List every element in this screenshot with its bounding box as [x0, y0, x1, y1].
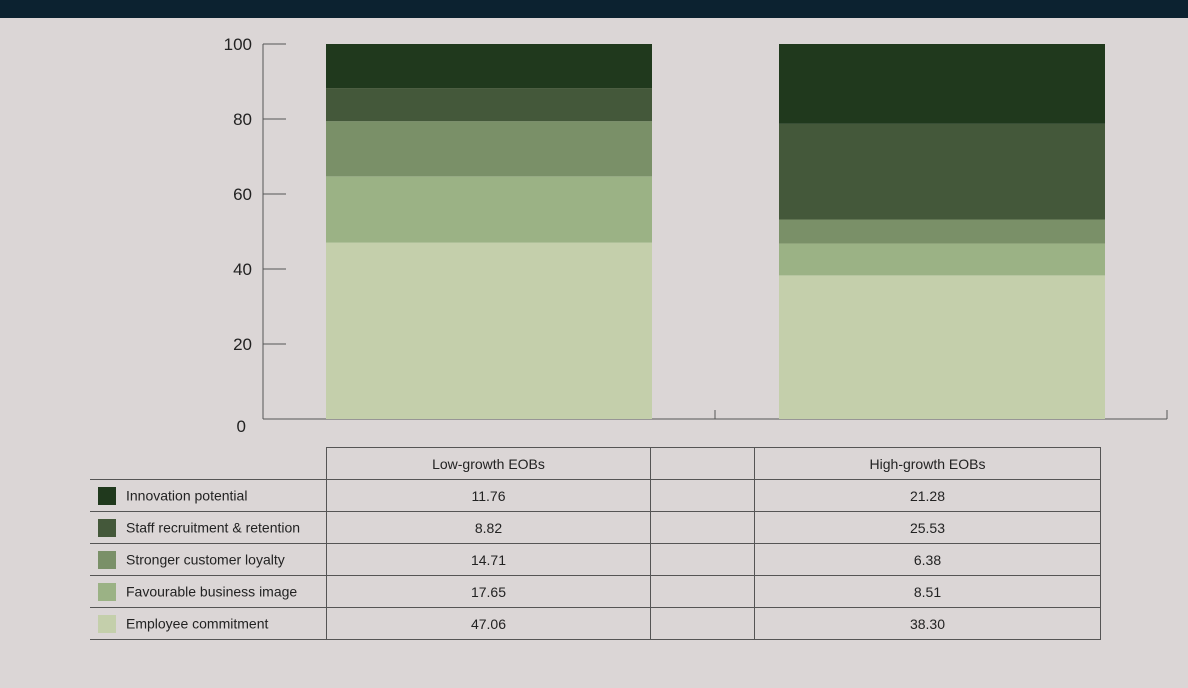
- bar-segment: [326, 242, 652, 419]
- y-tick-label: 80: [233, 110, 252, 129]
- cell-low-growth: 47.06: [326, 607, 651, 640]
- data-table: Low-growth EOBs High-growth EOBs Innovat…: [90, 447, 1101, 640]
- bar-segment: [326, 176, 652, 243]
- cell-low-growth: 11.76: [326, 479, 651, 512]
- row-label: Stronger customer loyalty: [90, 543, 327, 576]
- header-gap: [650, 447, 755, 480]
- stacked-bar-chart: 0 20 40 60 80 100: [224, 35, 1168, 436]
- y-tick-label: 0: [237, 417, 246, 436]
- cell-gap: [650, 511, 755, 544]
- cell-high-growth: 21.28: [754, 479, 1101, 512]
- legend-swatch: [98, 582, 116, 601]
- cell-high-growth: 38.30: [754, 607, 1101, 640]
- bars-layer: [326, 44, 1105, 419]
- legend-label: Favourable business image: [126, 583, 298, 600]
- cell-high-growth: 8.51: [754, 575, 1101, 608]
- table-header-row: Low-growth EOBs High-growth EOBs: [90, 447, 1101, 480]
- bar-segment: [326, 88, 652, 122]
- table-row: Employee commitment 47.06 38.30: [90, 607, 1101, 640]
- cell-gap: [650, 479, 755, 512]
- y-tick-label: 100: [224, 35, 252, 54]
- cell-low-growth: 14.71: [326, 543, 651, 576]
- legend-swatch: [98, 614, 116, 633]
- row-label: Employee commitment: [90, 607, 327, 640]
- bar-segment: [326, 121, 652, 177]
- cell-gap: [650, 607, 755, 640]
- row-label: Favourable business image: [90, 575, 327, 608]
- bar-segment: [326, 44, 652, 89]
- bar-segment: [779, 44, 1105, 124]
- cell-gap: [650, 543, 755, 576]
- legend-label: Innovation potential: [126, 487, 248, 504]
- table-row: Innovation potential 11.76 21.28: [90, 479, 1101, 512]
- row-label: Staff recruitment & retention: [90, 511, 327, 544]
- legend-label: Staff recruitment & retention: [126, 519, 301, 536]
- header-high-growth: High-growth EOBs: [754, 447, 1101, 480]
- cell-low-growth: 17.65: [326, 575, 651, 608]
- cell-high-growth: 25.53: [754, 511, 1101, 544]
- header-low-growth: Low-growth EOBs: [326, 447, 651, 480]
- legend-swatch: [98, 550, 116, 569]
- bar-segment: [779, 243, 1105, 276]
- table-corner: [90, 447, 327, 480]
- legend-swatch: [98, 486, 116, 505]
- bar-segment: [779, 123, 1105, 220]
- y-tick-label: 20: [233, 335, 252, 354]
- cell-low-growth: 8.82: [326, 511, 651, 544]
- header-bar: [0, 0, 1188, 18]
- legend-swatch: [98, 518, 116, 537]
- row-label: Innovation potential: [90, 479, 327, 512]
- axis-layer: 0 20 40 60 80 100: [224, 35, 1168, 436]
- table-row: Staff recruitment & retention 8.82 25.53: [90, 511, 1101, 544]
- legend-label: Employee commitment: [126, 615, 269, 632]
- cell-high-growth: 6.38: [754, 543, 1101, 576]
- bar-segment: [779, 219, 1105, 244]
- table-row: Favourable business image 17.65 8.51: [90, 575, 1101, 608]
- cell-gap: [650, 575, 755, 608]
- y-tick-label: 60: [233, 185, 252, 204]
- bar-segment: [779, 275, 1105, 419]
- table-row: Stronger customer loyalty 14.71 6.38: [90, 543, 1101, 576]
- y-tick-label: 40: [233, 260, 252, 279]
- legend-label: Stronger customer loyalty: [126, 551, 285, 568]
